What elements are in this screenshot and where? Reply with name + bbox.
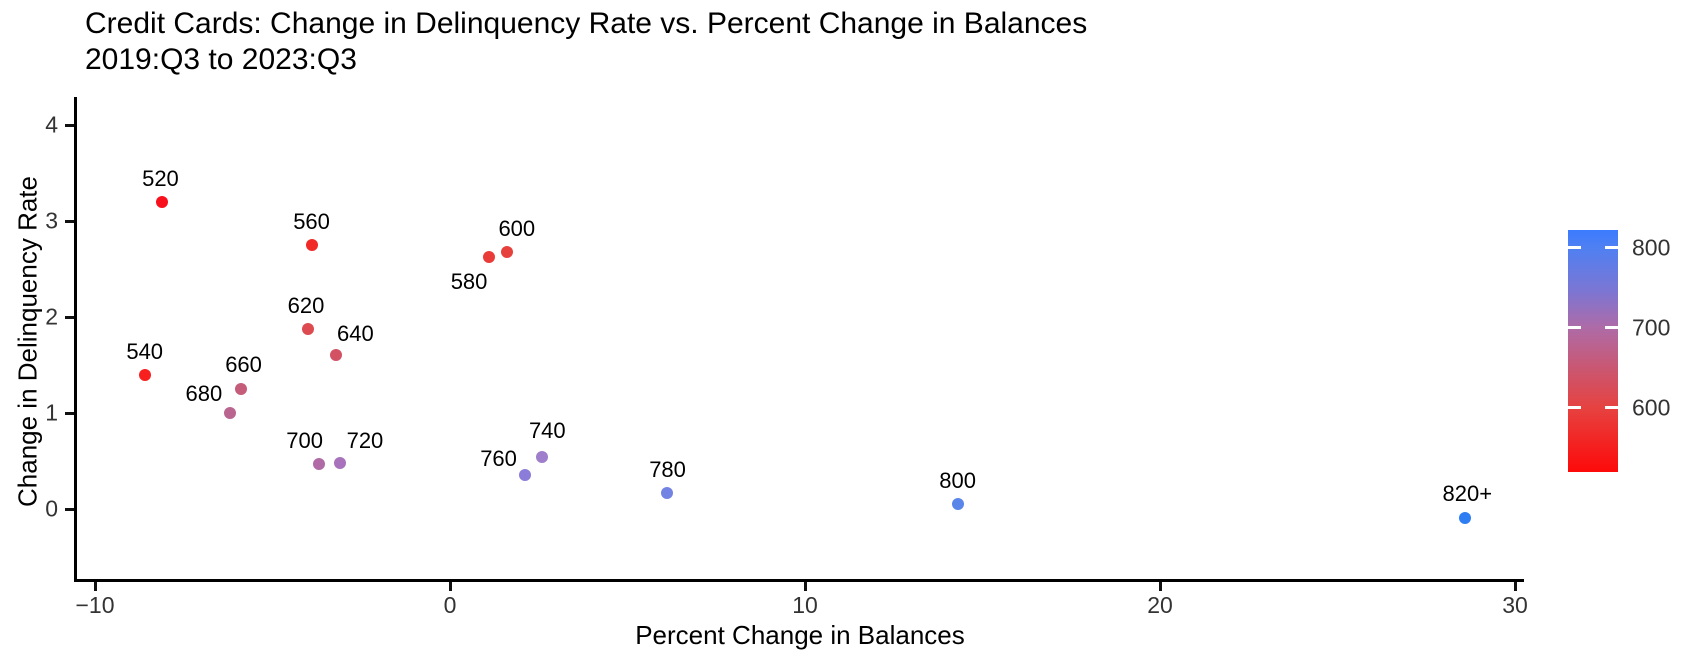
data-point-640 [330,349,343,362]
colorbar-tick-label: 800 [1632,234,1671,261]
chart-title: Credit Cards: Change in Delinquency Rate… [85,6,1087,78]
colorbar-tick-mark [1605,246,1618,250]
data-point-label: 700 [286,427,323,453]
data-point-label: 580 [450,268,488,294]
data-point-740 [536,451,549,464]
y-tick-label: 2 [45,303,58,330]
x-axis-label: Percent Change in Balances [635,620,965,650]
y-tick-label: 1 [45,399,58,426]
chart-title-line1: Credit Cards: Change in Delinquency Rate… [85,7,1088,40]
x-tick-label: 0 [443,592,457,618]
colorbar-tick-mark [1568,326,1581,330]
data-point-760 [518,469,531,482]
data-point-560 [305,239,318,251]
data-point-820+ [1459,511,1472,524]
colorbar-tick-mark [1605,406,1618,410]
data-point-label: 600 [498,215,536,241]
x-tick-label: 30 [1502,592,1528,618]
x-tick-label: −10 [75,592,115,618]
data-point-700 [312,457,325,470]
data-point-label: 800 [939,468,976,494]
y-axis-line [74,97,77,582]
data-point-580 [483,250,496,263]
x-tick-mark [1513,582,1517,591]
colorbar-tick-mark [1568,406,1581,410]
data-point-label: 660 [225,352,262,377]
x-tick-mark [1158,582,1162,591]
x-tick-label: 20 [1147,592,1173,618]
y-tick-mark [65,123,74,127]
x-tick-mark [448,582,452,591]
data-point-780 [660,486,673,499]
y-tick-mark [65,507,74,511]
x-tick-label: 10 [792,592,818,618]
y-tick-mark [65,411,74,415]
data-point-label: 680 [185,381,223,406]
data-point-label: 820+ [1442,480,1493,506]
colorbar-tick-mark [1568,246,1581,250]
x-tick-mark [93,582,97,591]
data-point-label: 620 [287,292,325,318]
colorbar-tick-mark [1605,326,1618,330]
data-point-label: 640 [337,321,374,347]
data-point-label: 760 [480,446,517,472]
data-point-label: 720 [346,427,384,453]
colorbar-tick-label: 600 [1632,394,1671,421]
y-tick-label: 0 [45,495,58,522]
data-point-label: 740 [528,418,566,444]
y-tick-mark [65,219,74,223]
x-tick-mark [803,582,807,591]
data-point-label: 560 [293,209,330,234]
colorbar-tick-label: 700 [1632,314,1671,341]
data-point-600 [500,245,513,258]
data-point-620 [302,322,314,335]
data-point-520 [156,195,169,208]
y-tick-mark [65,315,74,319]
y-tick-label: 3 [45,207,58,234]
data-point-label: 780 [649,456,686,482]
y-tick-label: 4 [45,111,58,138]
y-axis-label: Change in Delinquency Rate [12,176,43,507]
data-point-720 [333,456,346,469]
data-point-660 [234,383,247,395]
data-point-680 [223,407,236,419]
x-axis-line [74,579,1524,582]
data-point-800 [951,498,964,511]
colorbar-legend [1568,230,1618,472]
data-point-label: 520 [142,165,179,191]
data-point-540 [138,368,151,381]
data-point-label: 540 [126,338,164,364]
chart-title-line2: 2019:Q3 to 2023:Q3 [85,43,357,76]
